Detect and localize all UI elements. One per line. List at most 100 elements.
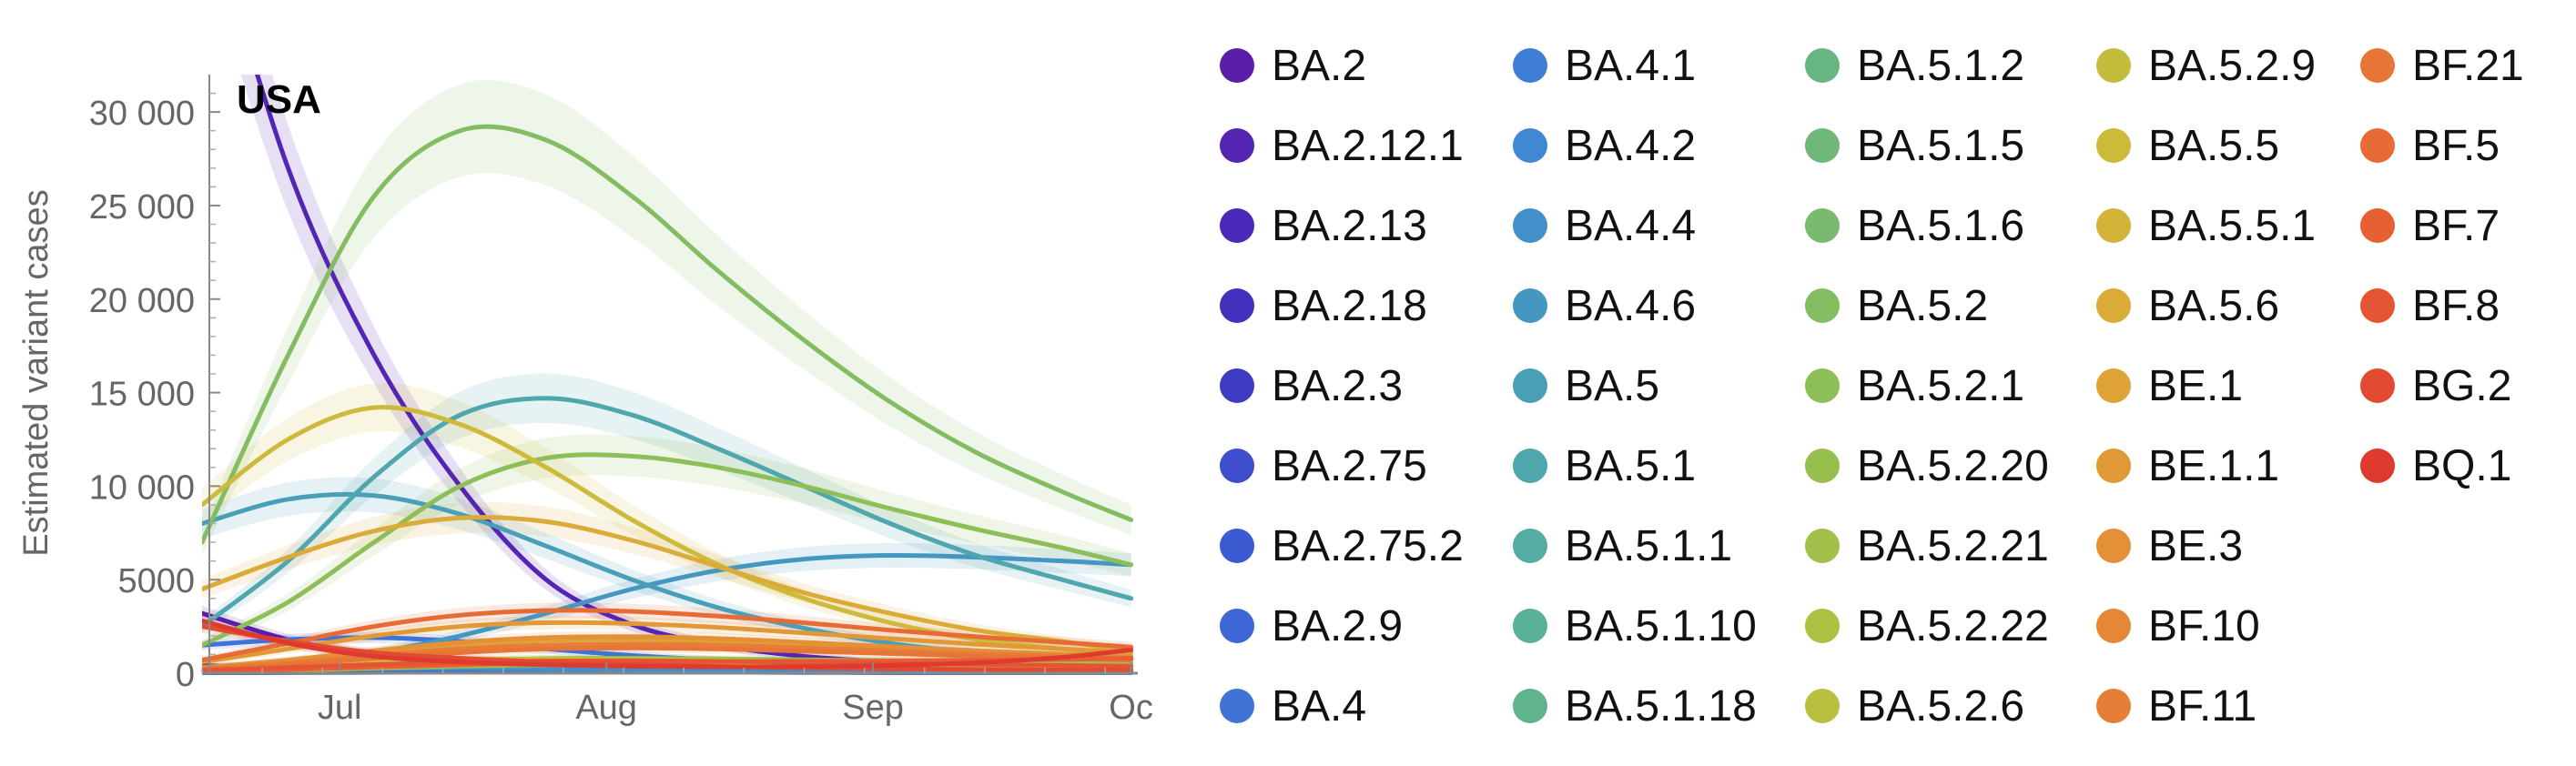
legend-label: BF.21	[2412, 41, 2524, 90]
legend-item: BF.21	[2360, 25, 2524, 106]
legend-item: BA.2.12.1	[1220, 106, 1464, 186]
legend-swatch	[2360, 208, 2395, 243]
series-line-BA.5.1	[202, 396, 1134, 630]
chart-title: USA	[237, 77, 321, 122]
legend-label: BA.2.3	[1272, 361, 1404, 410]
x-tick-label: Oc	[1109, 689, 1153, 727]
legend-label: BA.5.5.1	[2148, 201, 2317, 250]
legend-label: BA.2.13	[1272, 201, 1427, 250]
legend-swatch	[1805, 208, 1840, 243]
legend-label: BA.5.2.20	[1857, 441, 2049, 490]
legend-item: BF.8	[2360, 266, 2500, 346]
legend-label: BE.3	[2148, 521, 2244, 570]
band-BA.5.2.1	[202, 434, 1131, 650]
legend-swatch	[1220, 529, 1254, 563]
legend-item: BA.2.13	[1220, 186, 1427, 266]
legend-item: BA.5.2.20	[1805, 426, 2049, 506]
legend-label: BA.2	[1272, 41, 1367, 90]
legend-swatch	[1513, 368, 1547, 403]
legend-swatch	[2360, 368, 2395, 403]
legend-swatch	[1513, 128, 1547, 163]
series-line-BF.5	[202, 608, 1134, 663]
legend-item: BA.5.1	[1513, 426, 1696, 506]
legend-swatch	[2360, 288, 2395, 323]
legend-label: BA.2.75.2	[1272, 521, 1464, 570]
legend-label: BA.5.6	[2148, 281, 2280, 330]
legend-item: BA.5.1.6	[1805, 186, 2024, 266]
y-tick-label: 5000	[117, 562, 195, 600]
legend-item: BA.4.2	[1513, 106, 1696, 186]
legend-swatch	[1220, 449, 1254, 483]
legend-swatch	[1513, 609, 1547, 643]
legend-swatch	[1220, 288, 1254, 323]
legend-swatch	[2096, 288, 2131, 323]
legend-item: BA.5.2.1	[1805, 346, 2024, 426]
legend-label: BA.5.2.22	[1857, 601, 2049, 650]
legend-item: BA.5.2.21	[1805, 506, 2049, 586]
y-tick-label: 25 000	[89, 188, 195, 227]
legend-label: BA.2.75	[1272, 441, 1427, 490]
legend-swatch	[1220, 128, 1254, 163]
legend-item: BA.5.2.6	[1805, 666, 2024, 746]
legend-label: BA.2.18	[1272, 281, 1427, 330]
legend-swatch	[2096, 48, 2131, 83]
legend-swatch	[1805, 449, 1840, 483]
confidence-bands	[202, 75, 1131, 674]
legend-item: BA.5.2	[1805, 266, 1988, 346]
legend-item: BA.2.18	[1220, 266, 1427, 346]
legend-item: BA.5.5	[2096, 106, 2279, 186]
legend-swatch	[1805, 529, 1840, 563]
y-tick-label: 15 000	[89, 376, 195, 414]
legend-item: BA.2	[1220, 25, 1366, 106]
legend-label: BA.5.1.5	[1857, 121, 2025, 170]
series-line-BF.21	[202, 645, 1134, 672]
legend-label: BA.4.6	[1565, 281, 1697, 330]
legend-swatch	[1513, 288, 1547, 323]
legend-item: BA.5.5.1	[2096, 186, 2316, 266]
legend-swatch	[1805, 288, 1840, 323]
legend-item: BF.11	[2096, 666, 2257, 746]
legend-item: BA.5.1.1	[1513, 506, 1732, 586]
legend-item: BA.2.75	[1220, 426, 1427, 506]
x-tick-label: Sep	[842, 689, 904, 727]
legend-item: BF.5	[2360, 106, 2500, 186]
series-line-BA.5.5	[202, 405, 1134, 659]
band-BA.5.1	[202, 373, 1131, 633]
legend-label: BE.1.1	[2148, 441, 2280, 490]
legend-label: BA.5.1.6	[1857, 201, 2025, 250]
legend-swatch	[2096, 609, 2131, 643]
legend-item: BA.5.1.2	[1805, 25, 2024, 106]
legend-item: BA.5.6	[2096, 266, 2279, 346]
legend-item: BA.4.4	[1513, 186, 1696, 266]
legend-item: BA.5.1.10	[1513, 586, 1757, 666]
legend-label: BA.5	[1565, 361, 1660, 410]
series-line-BE.1.1	[202, 620, 1134, 665]
legend-label: BA.5.1.1	[1565, 521, 1733, 570]
legend-item: BA.2.9	[1220, 586, 1403, 666]
legend-swatch	[1513, 208, 1547, 243]
x-tick-label: Aug	[575, 689, 637, 727]
legend-item: BA.5.1.5	[1805, 106, 2024, 186]
legend-item: BA.4	[1220, 666, 1366, 746]
chart: 0 5000 10 000 15 000 20 000 25 000 30 000 Jul A…	[17, 75, 1153, 727]
legend-swatch	[2096, 128, 2131, 163]
legend-item: BE.1	[2096, 346, 2243, 426]
legend-label: BG.2	[2412, 361, 2512, 410]
legend-swatch	[2096, 689, 2131, 723]
legend-swatch	[2096, 449, 2131, 483]
legend-item: BA.5.2.22	[1805, 586, 2049, 666]
legend-label: BA.5.2	[1857, 281, 1989, 330]
legend-label: BA.4.1	[1565, 41, 1697, 90]
legend-item: BQ.1	[2360, 426, 2511, 506]
legend-swatch	[1805, 48, 1840, 83]
legend-item: BA.5.1.18	[1513, 666, 1757, 746]
legend-swatch	[2096, 368, 2131, 403]
legend-swatch	[1220, 689, 1254, 723]
legend-swatch	[2096, 208, 2131, 243]
y-axis-label: Estimated variant cases	[17, 189, 56, 556]
y-tick-label: 0	[176, 656, 195, 694]
series-line-BA.5.6	[202, 515, 1134, 653]
legend-swatch	[2360, 449, 2395, 483]
legend-label: BF.7	[2412, 201, 2500, 250]
legend-swatch	[1220, 609, 1254, 643]
